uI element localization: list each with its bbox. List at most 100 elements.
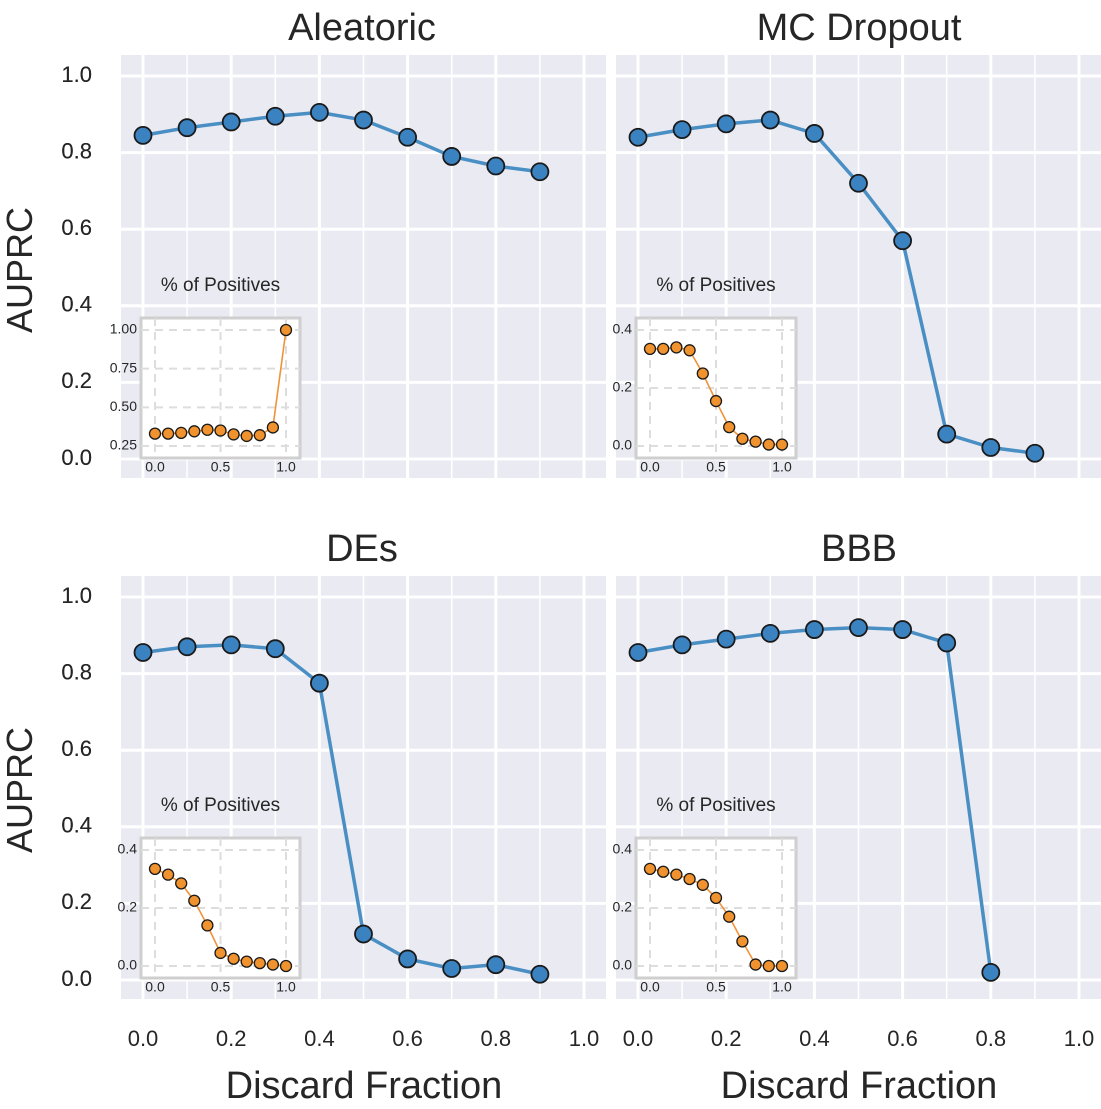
data-point	[805, 124, 824, 143]
x-tick-label: 0.2	[216, 1026, 247, 1051]
inset-data-point	[775, 438, 789, 451]
x-tick-label: 0.4	[304, 1026, 335, 1051]
inset-data-point	[683, 872, 696, 886]
inset-title: % of Positives	[161, 275, 280, 296]
inset-data-point	[240, 429, 253, 443]
data-point	[981, 438, 1001, 457]
inset-x-tick-label: 1.0	[276, 459, 296, 475]
data-point	[486, 156, 506, 176]
y-tick-label: 0.2	[61, 889, 92, 914]
y-tick-label: 0.8	[61, 138, 92, 163]
y-tick-label: 1.0	[61, 583, 92, 608]
y-tick-label: 0.8	[61, 138, 92, 163]
data-point	[716, 629, 736, 649]
y-tick-label: 0.6	[61, 736, 92, 761]
y-tick-label: 0.4	[61, 813, 92, 838]
inset-data-point	[188, 894, 201, 907]
inset-data-point	[279, 323, 293, 337]
xlabel-left: Discard Fraction	[226, 1065, 503, 1107]
inset-data-point	[253, 429, 266, 442]
data-point	[849, 618, 868, 638]
inset-title: % of Positives	[161, 795, 280, 816]
ylabel-top: AUPRC	[0, 207, 40, 333]
inset-data-point	[670, 868, 683, 881]
data-point	[893, 620, 912, 639]
inset-data-point	[188, 425, 201, 438]
inset-data-point	[214, 946, 227, 960]
data-point	[177, 637, 197, 657]
inset-data-point	[657, 865, 670, 878]
inset-data-point	[643, 862, 657, 875]
inset-data-point	[749, 435, 762, 448]
xlabel-right: Discard Fraction	[721, 1065, 998, 1107]
data-point	[221, 635, 241, 655]
y-tick-label: 0.2	[61, 889, 92, 914]
inset-data-point	[709, 891, 723, 904]
inset-data-point	[240, 955, 253, 968]
inset-data-point	[762, 959, 775, 973]
y-tick-label: 0.6	[61, 215, 92, 240]
inset-data-point	[643, 342, 657, 356]
panels: Aleatoric 0.0 0.2 0.4 0.6 0.8 1.0 0.25 0.50 0.75 1…	[61, 7, 1101, 1051]
data-point	[760, 110, 780, 130]
inset-data-point	[227, 428, 240, 441]
data-point	[177, 118, 197, 138]
inset-data-point	[148, 427, 162, 440]
inset-y-tick-label: 0.4	[613, 841, 633, 857]
data-point	[133, 643, 153, 662]
inset-data-point	[266, 958, 280, 971]
inset-data-point	[214, 424, 227, 437]
inset-y-tick-label: 0.4	[118, 841, 138, 857]
inset-y-tick-label: 0.4	[613, 321, 633, 337]
inset-y-tick-label: 0.50	[110, 398, 137, 414]
y-tick-label: 0.4	[61, 292, 92, 317]
series-line	[142, 110, 541, 174]
data-point	[442, 959, 462, 978]
x-tick-label: 0.0	[128, 1026, 159, 1051]
y-tick-label: 0.0	[61, 966, 92, 991]
data-point	[805, 620, 824, 639]
data-point	[893, 231, 912, 251]
inset-data-point	[266, 421, 280, 434]
data-point	[937, 424, 957, 444]
inset-data-point	[723, 910, 736, 923]
grid	[616, 576, 1101, 999]
data-point	[265, 639, 285, 659]
inset-y-tick-label: 1.00	[110, 321, 137, 337]
y-tick-label: 1.0	[61, 583, 92, 608]
x-tick-label: 0.6	[392, 1026, 423, 1051]
panel-1: Aleatoric 0.0 0.2 0.4 0.6 0.8 1.0 0.25 0.50 0.75 1…	[61, 7, 606, 478]
inset-data-point	[709, 394, 723, 408]
data-point	[716, 114, 736, 134]
inset-data-point	[148, 862, 162, 875]
inset-y-tick-label: 0.2	[118, 899, 138, 915]
y-tick-label: 0.2	[61, 368, 92, 393]
y-tick-label: 0.4	[61, 292, 92, 317]
x-tick-label: 0.2	[711, 1026, 742, 1051]
inset-data-point	[657, 342, 670, 356]
data-point	[628, 127, 648, 147]
y-tick-label: 1.0	[61, 62, 92, 87]
inset-x-tick-label: 0.0	[145, 459, 165, 475]
y-tick-label: 0.0	[61, 445, 92, 470]
inset-data-point	[736, 935, 749, 948]
inset-data-point	[736, 432, 749, 445]
x-tick-label: 0.8	[976, 1026, 1007, 1051]
data-point	[221, 112, 241, 132]
inset-data-point	[683, 344, 696, 357]
inset: 0.0 0.2 0.4 0.0 0.5 1.0 % of Positives	[613, 795, 798, 995]
inset-x-tick-label: 0.5	[211, 459, 231, 475]
inset-y-tick-label: 0.0	[118, 957, 138, 973]
x-tick-label: 0.0	[623, 1026, 654, 1051]
inset-y-tick-label: 0.0	[613, 437, 633, 453]
y-tick-label: 0.0	[61, 966, 92, 991]
panel-title: DEs	[326, 528, 398, 570]
inset-y-tick-label: 0.2	[613, 899, 633, 915]
data-point	[309, 102, 329, 122]
data-point	[530, 162, 550, 182]
inset-y-tick-label: 0.2	[613, 379, 633, 395]
data-point	[849, 173, 868, 193]
